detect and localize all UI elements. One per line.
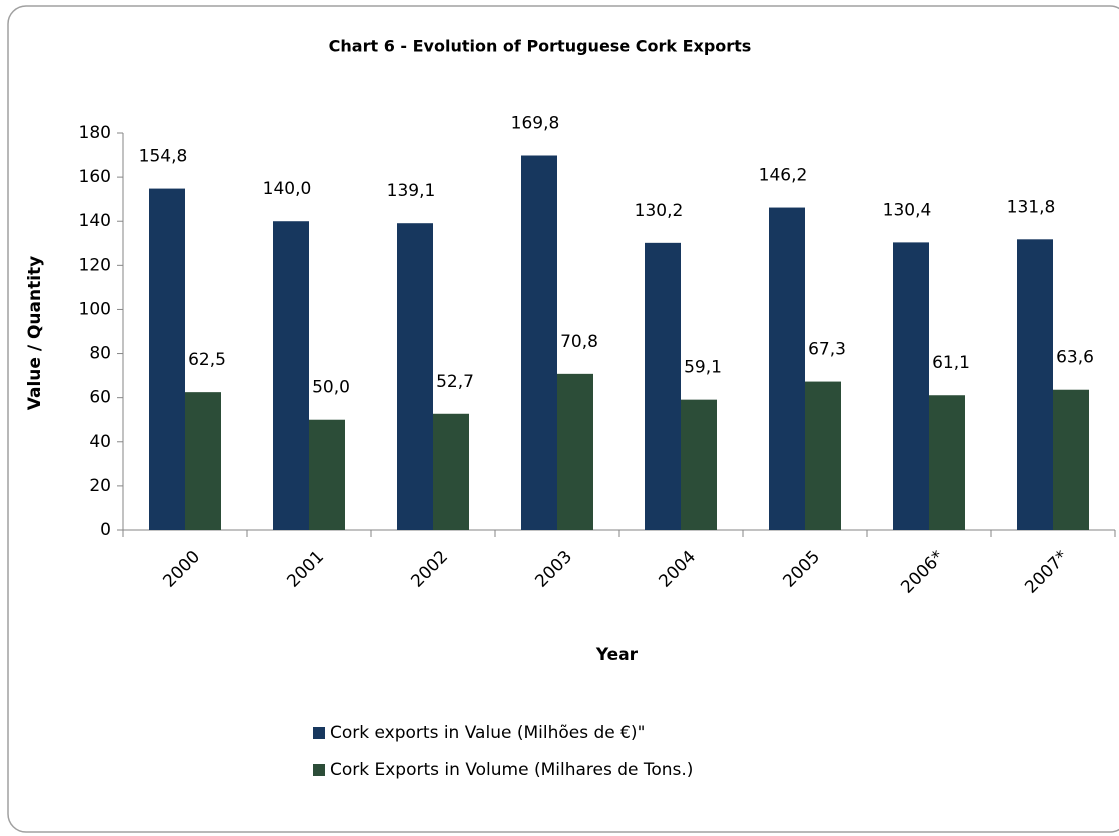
bar <box>769 207 805 530</box>
bar <box>893 242 929 530</box>
legend-swatch <box>313 727 325 739</box>
bar <box>645 242 681 530</box>
y-tick-label: 40 <box>89 432 111 452</box>
y-tick-label: 0 <box>100 520 111 540</box>
data-label: 59,1 <box>684 358 722 378</box>
y-tick-label: 120 <box>79 255 111 275</box>
bar <box>185 392 221 530</box>
bar <box>929 395 965 530</box>
data-label: 140,0 <box>263 179 312 199</box>
y-axis-label: Value / Quantity <box>25 256 45 411</box>
data-label: 146,2 <box>759 166 808 186</box>
data-label: 63,6 <box>1056 348 1094 368</box>
y-tick-label: 160 <box>79 167 111 187</box>
legend-label: Cork exports in Value (Milhões de €)" <box>330 723 645 743</box>
bar <box>681 399 717 530</box>
data-label: 50,0 <box>312 378 350 398</box>
data-label: 67,3 <box>808 340 846 360</box>
bar <box>805 381 841 530</box>
y-tick-label: 60 <box>89 388 111 408</box>
data-label: 139,1 <box>387 181 436 201</box>
x-axis-label: Year <box>595 645 639 665</box>
bar <box>521 155 557 530</box>
data-label: 169,8 <box>511 113 560 133</box>
data-label: 61,1 <box>932 353 970 373</box>
legend-swatch <box>313 764 325 776</box>
data-label: 62,5 <box>188 350 226 370</box>
bar <box>1053 389 1089 530</box>
bar <box>149 188 185 530</box>
y-tick-label: 140 <box>79 211 111 231</box>
data-label: 130,2 <box>635 201 684 221</box>
chart-title: Chart 6 - Evolution of Portuguese Cork E… <box>329 37 752 56</box>
y-tick-label: 100 <box>79 299 111 319</box>
bar <box>1017 239 1053 530</box>
bar <box>433 413 469 530</box>
bar <box>309 419 345 530</box>
bar <box>397 223 433 531</box>
data-label: 52,7 <box>436 372 474 392</box>
data-label: 131,8 <box>1007 197 1056 217</box>
bar <box>557 373 593 530</box>
data-label: 154,8 <box>139 147 188 167</box>
legend-label: Cork Exports in Volume (Milhares de Tons… <box>330 760 693 780</box>
y-tick-label: 180 <box>79 123 111 143</box>
y-tick-label: 80 <box>89 344 111 364</box>
bar <box>273 221 309 530</box>
data-label: 130,4 <box>883 200 932 220</box>
data-label: 70,8 <box>560 332 598 352</box>
y-tick-label: 20 <box>89 476 111 496</box>
